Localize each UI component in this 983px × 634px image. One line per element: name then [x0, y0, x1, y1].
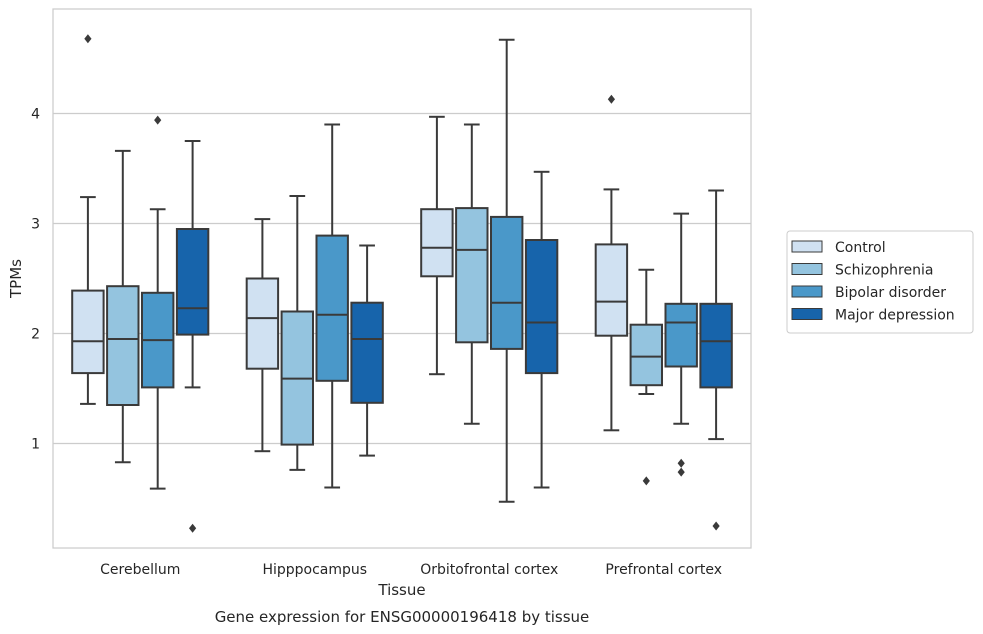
box-body: [420, 208, 454, 278]
legend: Control Schizophrenia Bipolar disorder Majo…: [786, 230, 974, 334]
legend-label-0: Control: [835, 240, 886, 256]
x-axis-ticks: Cerebellum Hipppocampus Orbitofrontal cort…: [100, 562, 722, 578]
y-tick-label-3: 3: [31, 217, 40, 233]
y-tick-label-1: 1: [31, 437, 40, 453]
box-body: [350, 301, 384, 404]
box-3-3: [699, 189, 733, 531]
box-body: [629, 323, 664, 387]
box-1-0: [245, 218, 280, 453]
outlier-0: [607, 94, 615, 104]
box-3-2: [664, 212, 698, 477]
box-body: [71, 289, 105, 375]
box-1-2: [315, 123, 349, 489]
box-3-1: [629, 268, 664, 486]
y-axis-ticks: 1 2 3 4: [31, 107, 40, 453]
x-axis-label: Tissue: [377, 581, 425, 599]
box-1-3: [350, 244, 384, 457]
legend-swatch-1: [791, 263, 823, 275]
box-body: [489, 215, 524, 350]
box-layer: [71, 34, 733, 533]
outlier-1: [677, 467, 685, 477]
box-body: [175, 228, 210, 336]
box-body: [594, 243, 629, 337]
outlier-0: [154, 115, 162, 125]
outlier-0: [677, 458, 685, 468]
plot-area-frame: [52, 8, 752, 549]
box-2-2: [489, 38, 524, 503]
chart-caption: Gene expression for ENSG00000196418 by t…: [215, 608, 590, 626]
outlier-0: [712, 521, 720, 531]
box-body: [245, 277, 280, 370]
box-body: [699, 302, 733, 389]
x-tick-label-1: Hipppocampus: [262, 562, 367, 578]
box-1-1: [280, 195, 315, 471]
x-tick-label-3: Prefrontal cortex: [605, 562, 722, 578]
outlier-0: [189, 523, 197, 533]
box-body: [455, 207, 489, 344]
y-tick-label-2: 2: [31, 327, 40, 343]
box-3-0: [594, 94, 629, 432]
legend-swatch-2: [791, 285, 823, 298]
box-0-3: [175, 140, 210, 533]
outlier-0: [642, 476, 650, 486]
legend-label-3: Major depression: [835, 308, 955, 324]
y-tick-label-4: 4: [31, 107, 40, 123]
legend-swatch-3: [791, 308, 823, 320]
box-body: [524, 239, 559, 375]
x-tick-label-2: Orbitofrontal cortex: [420, 562, 558, 578]
x-tick-label-0: Cerebellum: [100, 562, 180, 578]
legend-frame: [786, 230, 974, 334]
box-0-2: [140, 115, 175, 490]
box-2-0: [420, 115, 454, 376]
box-2-3: [524, 170, 559, 489]
legend-label-1: Schizophrenia: [835, 263, 933, 279]
box-body: [315, 234, 349, 382]
legend-label-2: Bipolar disorder: [835, 285, 946, 301]
box-body: [664, 302, 698, 368]
box-0-1: [106, 149, 140, 464]
box-0-0: [71, 34, 105, 405]
y-axis-label: TPMs: [7, 259, 25, 299]
box-body: [106, 285, 140, 407]
box-2-1: [455, 123, 489, 425]
legend-swatch-0: [791, 240, 823, 253]
outlier-0: [84, 34, 92, 44]
